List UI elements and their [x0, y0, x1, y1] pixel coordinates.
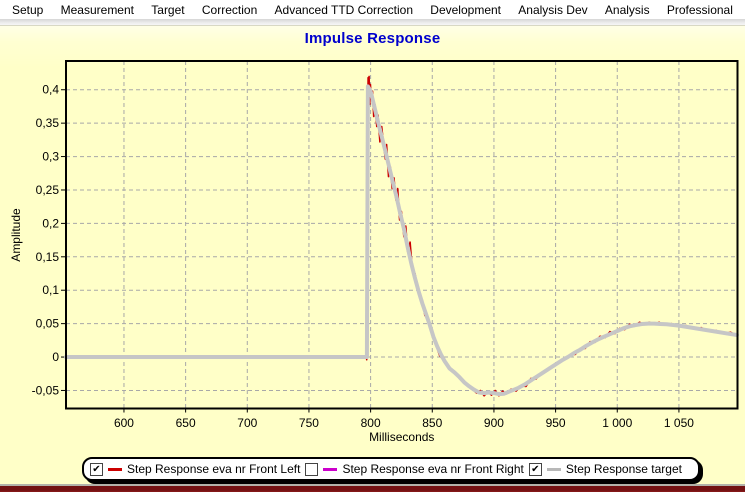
- bottom-window-edge: [0, 484, 745, 492]
- y-tick-label: 0,35: [36, 116, 60, 130]
- x-axis-title: Milliseconds: [369, 430, 434, 444]
- menu-item-analysis[interactable]: Analysis: [604, 2, 650, 17]
- x-tick-label: 900: [484, 416, 504, 430]
- step-response-chart: 600 650 700 750 800 850 900 950 1 000 1 050 0,4 0,3…: [9, 60, 739, 444]
- chart-title: Impulse Response: [304, 30, 441, 47]
- y-tick-label: 0,4: [42, 83, 59, 97]
- legend-checkbox-checked[interactable]: ✔: [528, 462, 542, 476]
- series-step-response-eva-nr-front-left: [365, 75, 738, 397]
- menu-bar-divider: [0, 19, 745, 25]
- x-tick-label: 800: [361, 416, 381, 430]
- background-window-strip: [0, 486, 745, 492]
- legend-item: ✔ Step Response eva nr Front Left: [90, 462, 300, 476]
- legend-item: Step Response eva nr Front Right: [305, 462, 524, 476]
- window-edge-line: [0, 484, 745, 486]
- menu-item-setup[interactable]: Setup: [12, 2, 44, 17]
- legend-checkbox-unchecked[interactable]: [305, 462, 319, 476]
- menu-bar: Setup Measurement Target Correction Advanced…: [0, 0, 745, 19]
- legend-label: Step Response eva nr Front Left: [127, 462, 301, 476]
- chart-legend: ✔ Step Response eva nr Front Left Step Res…: [82, 457, 700, 481]
- y-tick-label: 0,25: [36, 183, 60, 197]
- x-tick-label: 750: [299, 416, 319, 430]
- y-tick-label: 0,2: [42, 216, 59, 230]
- x-tick-label: 1 050: [664, 416, 694, 430]
- menu-item-advanced-ttd-correction[interactable]: Advanced TTD Correction: [274, 2, 414, 17]
- y-tick-label: 0,05: [36, 317, 60, 331]
- y-tick-label: 0: [52, 350, 59, 364]
- menu-item-measurement[interactable]: Measurement: [60, 2, 134, 17]
- x-tick-label: 850: [422, 416, 442, 430]
- x-tick-label: 600: [114, 416, 134, 430]
- y-tick-label: 0,3: [42, 150, 59, 164]
- x-tick-label: 1 000: [602, 416, 632, 430]
- menu-item-professional[interactable]: Professional: [666, 2, 733, 17]
- menu-item-target[interactable]: Target: [151, 2, 185, 17]
- legend-label: Step Response target: [565, 462, 682, 476]
- legend-item: ✔ Step Response target: [528, 462, 682, 476]
- y-axis-title: Amplitude: [9, 208, 23, 262]
- chart-panel: Impulse Response 600 650 700 750 800 850 900 95…: [0, 25, 745, 484]
- menu-item-development[interactable]: Development: [430, 2, 502, 17]
- legend-line-sample: [546, 467, 561, 471]
- y-tick-label: 0,15: [36, 250, 60, 264]
- x-tick-label: 950: [546, 416, 566, 430]
- plot-border: [65, 60, 739, 410]
- legend-checkbox-checked[interactable]: ✔: [90, 462, 103, 476]
- series-step-response-target: [64, 84, 739, 397]
- menu-item-correction[interactable]: Correction: [201, 2, 258, 17]
- y-tick-label: 0,1: [42, 283, 59, 297]
- y-tick-label: -0,05: [32, 383, 60, 397]
- menu-item-analysis-dev[interactable]: Analysis Dev: [518, 2, 588, 17]
- x-tick-label: 650: [176, 416, 196, 430]
- x-tick-label: 700: [237, 416, 257, 430]
- legend-line-sample: [323, 467, 338, 471]
- legend-line-sample: [108, 467, 122, 471]
- legend-label: Step Response eva nr Front Right: [342, 462, 524, 476]
